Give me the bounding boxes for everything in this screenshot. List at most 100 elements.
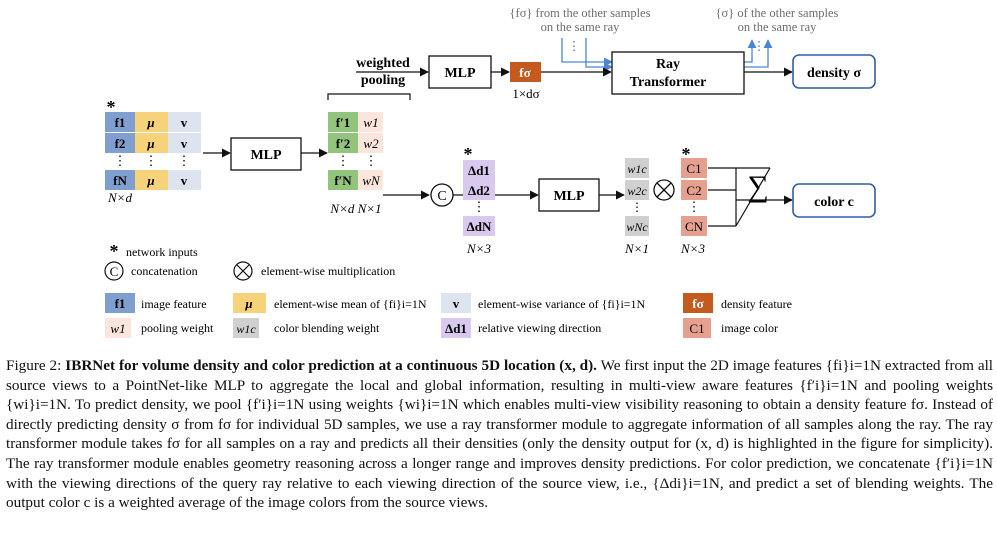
dims-input: N×d [107,190,132,205]
vdots: ⋮ [365,153,378,168]
top-note-left-line2: on the same ray [541,20,621,34]
legend-elementwise-mult: element-wise multiplication [261,264,395,278]
top-note-right-line1: {σ} of the other samples [716,6,839,20]
delta-d-label: ΔdN [467,219,492,234]
legend-concat-letter: C [110,264,119,279]
pooled-label-w: wN [362,173,381,188]
input-label-f: fN [113,173,127,188]
ray-transformer-line2: Transformer [630,75,707,90]
input-cell-mu [135,133,168,153]
input-cell-f [105,112,135,132]
vdots: ⋮ [631,200,643,214]
color-output-box [792,183,876,218]
input-label-mu: μ [146,173,154,188]
top-note-left-line1: {fσ} from the other samples [510,6,651,20]
f-sigma-label: fσ [519,65,530,80]
delta-d-column: Δd1 Δd2 ⋮ ΔdN [463,160,495,236]
dims-blend: N×1 [624,241,649,256]
legend-swatch-wi [105,318,131,338]
ray-transformer-line1: Ray [656,57,680,72]
mlp-label: MLP [250,148,282,163]
vdots: ⋮ [753,39,766,53]
legend-ddi-label: relative viewing direction [478,321,601,335]
figure-label: Figure 2: [6,357,62,374]
legend-concatenation: concatenation [131,264,198,278]
input-label-mu: μ [146,115,154,130]
one-x-d-sigma: 1×dσ [512,86,539,101]
color-label: CN [685,219,704,234]
legend-symbol-fsigma: fσ [692,296,703,311]
legend-symbol-v: v [453,296,460,311]
legend-network-inputs: network inputs [126,245,198,259]
legend-symbol-wi: w1 [110,321,125,336]
pooled-label-f: f′1 [336,115,351,130]
input-cell-v [168,133,201,153]
delta-d-cell [463,180,495,200]
pooled-cell-w [358,112,383,132]
legend-fi-label: image feature [141,297,207,311]
input-cell-v [168,112,201,132]
pooled-label-w: w2 [363,136,379,151]
input-label-v: v [181,115,188,130]
f-sigma-cell [510,62,541,82]
top-note-right-line2: on the same ray [738,20,818,34]
dims-pooled: N×d N×1 [329,201,381,216]
legend-multiply-cross [236,264,250,278]
pooling-bracket [327,93,411,100]
delta-d-cell [463,216,495,236]
legend-concat-symbol [104,261,124,281]
vdots: ⋮ [178,153,191,168]
legend-symbol-fi: f1 [115,296,126,311]
vdots: ⋮ [337,153,350,168]
mlp-box-1 [230,137,302,171]
network-input-star: * [464,144,473,164]
multiply-cross [656,182,672,198]
legend-fsigma-label: density feature [721,297,792,311]
density-output-box [792,54,876,89]
dims-delta: N×3 [466,241,491,256]
color-cell [681,180,707,200]
color-label: C2 [686,183,701,198]
sum-symbol: ∑ [747,170,768,203]
delta-d-label: Δd1 [468,163,490,178]
input-cell-mu [135,170,168,190]
color-cell [681,158,707,178]
dims-color: N×3 [680,241,705,256]
mlp-label: MLP [444,66,476,81]
blend-label: w1c [627,162,647,176]
pooled-cell-f [328,112,358,132]
pooled-cell-w [358,170,383,190]
pooling-label: pooling [361,73,405,88]
legend-ci-label: image color [721,321,778,335]
pooled-matrix: f′1 w1 f′2 w2 ⋮ ⋮ f′N wN [328,112,383,190]
network-input-star: * [682,144,691,164]
legend: * network inputs C concatenation element… [104,241,792,338]
ray-connectors [561,38,773,72]
legend-swatch-fsigma [683,293,713,313]
legend-v-label: element-wise variance of {fi}i=1N [478,297,646,311]
legend-symbol-mu: μ [244,296,252,311]
pooled-cell-f [328,170,358,190]
legend-mu-label: element-wise mean of {fi}i=1N [274,297,427,311]
ibrnet-diagram: {fσ} from the other samples on the same … [104,6,876,338]
color-cell [681,216,707,236]
input-cell-mu [135,112,168,132]
legend-swatch-fi [105,293,135,313]
pooled-cell-w [358,133,383,153]
caption-body: We first input the 2D image features {fi… [6,357,994,512]
mlp-box-2 [428,55,492,89]
legend-symbol-wic: w1c [236,322,256,336]
pooled-label-f: f′N [334,173,352,188]
input-label-v: v [181,136,188,151]
legend-swatch-wic [233,318,259,338]
vdots: ⋮ [688,199,701,214]
caption-title: IBRNet for volume density and color pred… [65,357,597,374]
legend-wi-label: pooling weight [141,321,214,335]
input-cell-f [105,133,135,153]
input-label-v: v [181,173,188,188]
pooled-label-w: w1 [363,115,378,130]
concat-letter: C [437,189,446,204]
pooled-label-f: f′2 [336,136,351,151]
input-cell-v [168,170,201,190]
delta-d-label: Δd2 [468,183,490,198]
